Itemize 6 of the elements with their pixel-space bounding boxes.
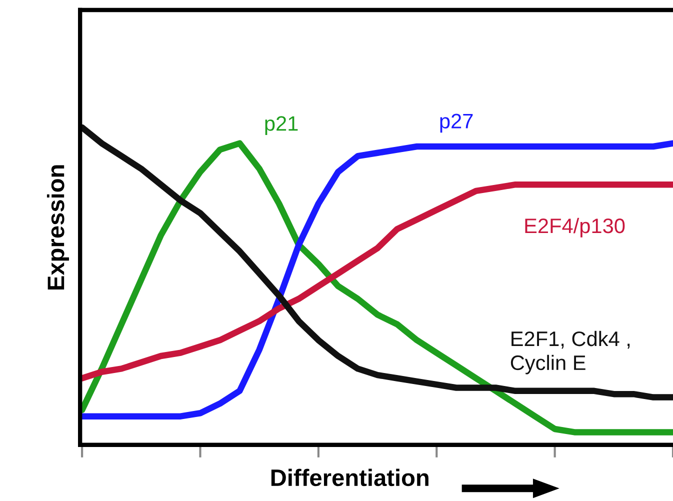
x-axis-title: Differentiation	[271, 468, 428, 486]
y-axis-title: Expression	[46, 165, 69, 290]
series-label: E2F4/p130	[525, 218, 625, 238]
series-label: E2F1, Cdk4 , Cyclin E	[510, 330, 630, 374]
series-label: p21	[265, 116, 298, 136]
series-label: p27	[440, 114, 473, 133]
